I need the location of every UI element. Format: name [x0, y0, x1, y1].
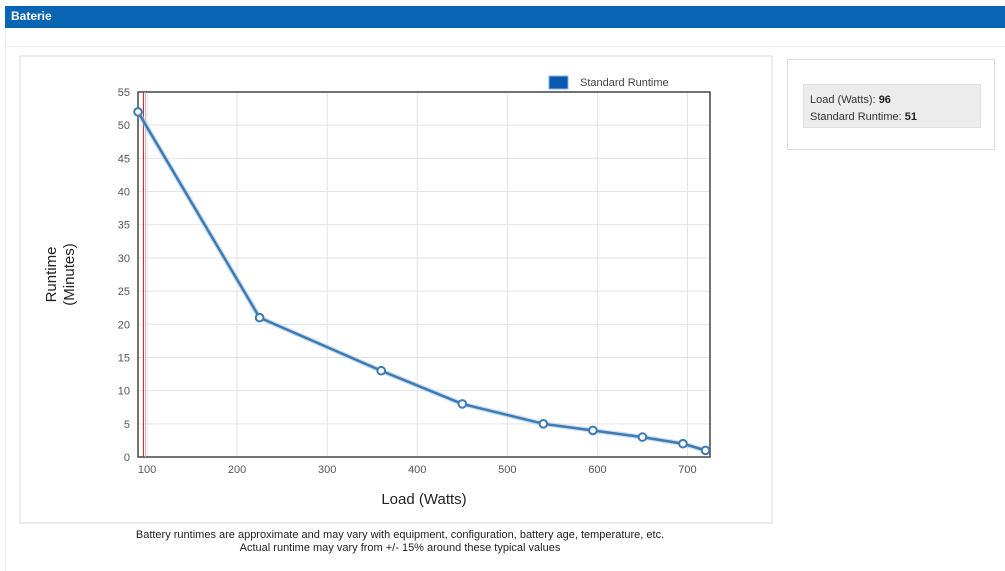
- data-point[interactable]: [678, 438, 688, 449]
- x-tick-label: 200: [228, 464, 246, 476]
- data-point[interactable]: [700, 445, 711, 456]
- x-tick-label: 500: [498, 464, 516, 476]
- data-point[interactable]: [457, 399, 468, 409]
- tooltip-runtime-value: 51: [904, 111, 918, 123]
- y-tick-label: 30: [118, 253, 130, 265]
- data-point[interactable]: [637, 432, 648, 442]
- data-point[interactable]: [376, 365, 387, 376]
- footnote-line-2: Actual runtime may vary from +/- 15% aro…: [239, 542, 561, 554]
- x-tick-label: 300: [318, 464, 336, 476]
- y-tick-label: 45: [118, 153, 130, 165]
- chart-frame: [19, 55, 773, 524]
- y-tick-label: 55: [118, 87, 130, 99]
- tooltip-content: Load (Watts): 96 Standard Runtime: 51: [803, 84, 981, 128]
- y-tick-label: 20: [118, 319, 130, 331]
- y-tick-label: 5: [124, 419, 130, 431]
- tooltip-runtime-row: Standard Runtime: 51: [810, 109, 980, 126]
- y-tick-label: 15: [118, 352, 130, 364]
- x-tick-label: 100: [138, 464, 156, 476]
- chart-footnote: Battery runtimes are approximate and may…: [20, 529, 780, 555]
- x-axis-title: Load (Watts): [381, 491, 466, 508]
- content-divider: [5, 46, 1005, 47]
- footnote-line-1: Battery runtimes are approximate and may…: [135, 529, 665, 541]
- top-strip: [0, 0, 1005, 2]
- tooltip-load-label: Load (Watts):: [810, 94, 876, 106]
- tooltip-load-row: Load (Watts): 96: [810, 92, 980, 109]
- x-tick-label: 400: [408, 464, 426, 476]
- data-point[interactable]: [538, 419, 549, 429]
- content-panel: [5, 28, 1005, 571]
- data-point[interactable]: [133, 107, 143, 117]
- x-tick-label: 600: [588, 464, 606, 476]
- legend-swatch: [548, 75, 569, 90]
- y-tick-label: 25: [118, 286, 130, 298]
- y-tick-label: 0: [124, 452, 130, 464]
- section-header: Baterie: [5, 6, 1005, 28]
- section-title: Baterie: [11, 9, 52, 23]
- x-tick-label: 700: [678, 464, 696, 476]
- tooltip-load-value: 96: [878, 94, 891, 106]
- y-tick-label: 35: [118, 220, 130, 232]
- y-tick-label: 10: [118, 386, 130, 398]
- y-tick-label: 40: [118, 187, 130, 199]
- data-point[interactable]: [588, 425, 598, 436]
- y-tick-label: 50: [118, 120, 130, 132]
- data-point[interactable]: [254, 312, 265, 323]
- plot-border: [137, 91, 711, 458]
- tooltip-panel: Load (Watts): 96 Standard Runtime: 51: [787, 59, 995, 150]
- legend-label: Standard Runtime: [580, 77, 669, 89]
- tooltip-runtime-label: Standard Runtime:: [810, 111, 902, 123]
- y-axis-title-line-2: (Minutes): [61, 243, 78, 306]
- y-axis-title-line-1: Runtime: [43, 247, 60, 303]
